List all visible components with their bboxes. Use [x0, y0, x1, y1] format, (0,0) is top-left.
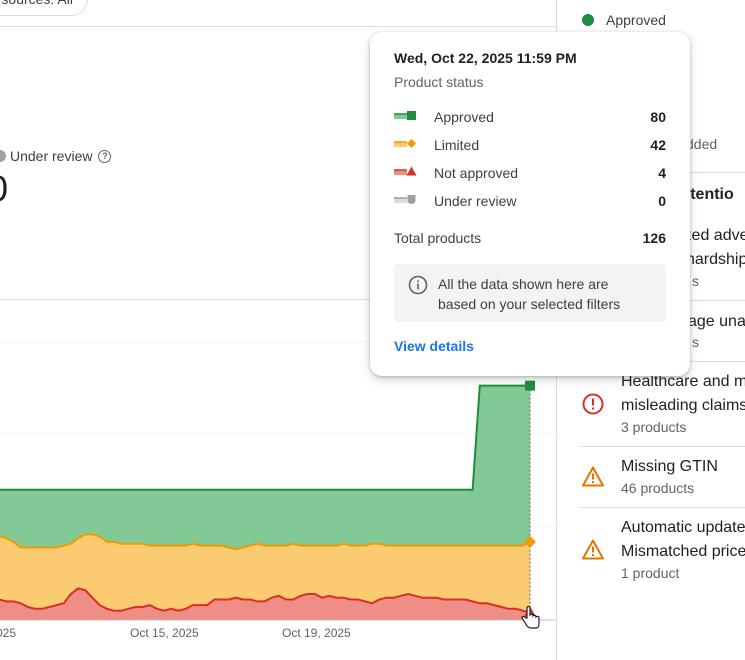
sources-filter-chip[interactable]: sources: All — [0, 0, 88, 16]
help-icon[interactable]: ? — [98, 149, 112, 163]
approved-point-marker — [525, 380, 535, 391]
under-review-legend: Under review ? — [0, 148, 112, 164]
limited-point-marker — [524, 535, 536, 548]
issue-count: s — [692, 334, 699, 350]
tooltip-date: Wed, Oct 22, 2025 11:59 PM — [394, 50, 577, 66]
issue-title-line2: misleading claims — [621, 397, 745, 414]
issue-title[interactable]: Healthcare and m — [621, 373, 745, 390]
issue-divider — [580, 507, 745, 508]
tooltip-value: 0 — [658, 193, 666, 209]
under-review-dot — [0, 150, 6, 162]
hand-pointer-cursor — [521, 605, 540, 629]
approved-label: Approved — [606, 12, 666, 28]
under-review-label: Under review — [10, 148, 93, 164]
issue-title-line2: hardship — [686, 251, 745, 268]
tooltip-value: 4 — [658, 165, 666, 181]
info-icon — [408, 275, 428, 295]
issue-title[interactable]: Missing GTIN — [621, 458, 718, 475]
tooltip-total-value: 126 — [642, 230, 666, 246]
attention-heading: attentio — [676, 186, 734, 203]
under-review-marker-icon — [394, 195, 416, 204]
x-tick-label: 025 — [0, 626, 16, 640]
warning-icon — [582, 466, 604, 487]
tooltip-note-text: All the data shown here are based on you… — [438, 276, 621, 312]
tooltip-total-label: Total products — [394, 230, 482, 246]
issue-title[interactable]: Automatic update — [621, 519, 745, 536]
issue-count: 1 product — [621, 565, 680, 581]
tooltip-label: Not approved — [434, 165, 519, 181]
tooltip-subtitle: Product status — [394, 74, 484, 90]
issue-title[interactable]: ized adve — [680, 227, 745, 244]
tooltip-total-row: Total products 126 — [394, 230, 666, 246]
chart-tooltip: Wed, Oct 22, 2025 11:59 PM Product statu… — [370, 32, 690, 376]
added-label: dded — [686, 136, 718, 152]
issue-count: 3 products — [621, 419, 687, 435]
x-tick-label: Oct 19, 2025 — [282, 626, 351, 640]
approved-dot — [582, 14, 594, 26]
issue-title[interactable]: age una — [688, 313, 745, 330]
view-details-link[interactable]: View details — [394, 338, 474, 354]
x-tick-label: Oct 15, 2025 — [130, 626, 199, 640]
tooltip-row-limited: Limited 42 — [394, 135, 666, 155]
not-approved-line — [0, 587, 531, 614]
issue-count: s — [692, 273, 699, 289]
product-status-chart[interactable]: 025 Oct 15, 2025 Oct 19, 2025 — [0, 300, 556, 660]
tooltip-label: Limited — [434, 137, 480, 153]
not-approved-area — [0, 588, 530, 620]
limited-marker-icon — [394, 139, 416, 148]
error-icon — [582, 393, 604, 415]
approved-marker-icon — [394, 111, 416, 120]
tooltip-value: 80 — [650, 109, 666, 125]
tooltip-label: Under review — [434, 193, 517, 209]
tooltip-row-approved: Approved 80 — [394, 107, 666, 127]
not-approved-marker-icon — [394, 166, 417, 176]
warning-icon — [582, 539, 604, 560]
tooltip-row-not-approved: Not approved 4 — [394, 163, 666, 183]
tooltip-value: 42 — [650, 137, 666, 153]
limited-line — [0, 533, 531, 551]
under-review-value: 0 — [0, 168, 8, 210]
tooltip-label: Approved — [434, 109, 494, 125]
issue-title-line2: Mismatched price — [621, 543, 745, 560]
tooltip-info-note: All the data shown here are based on you… — [394, 264, 666, 322]
approved-line — [0, 384, 530, 491]
filter-divider — [0, 26, 556, 27]
issue-count: 46 products — [621, 480, 695, 496]
summary-divider — [0, 299, 556, 300]
tooltip-row-under-review: Under review 0 — [394, 191, 666, 211]
issue-divider — [580, 446, 745, 447]
